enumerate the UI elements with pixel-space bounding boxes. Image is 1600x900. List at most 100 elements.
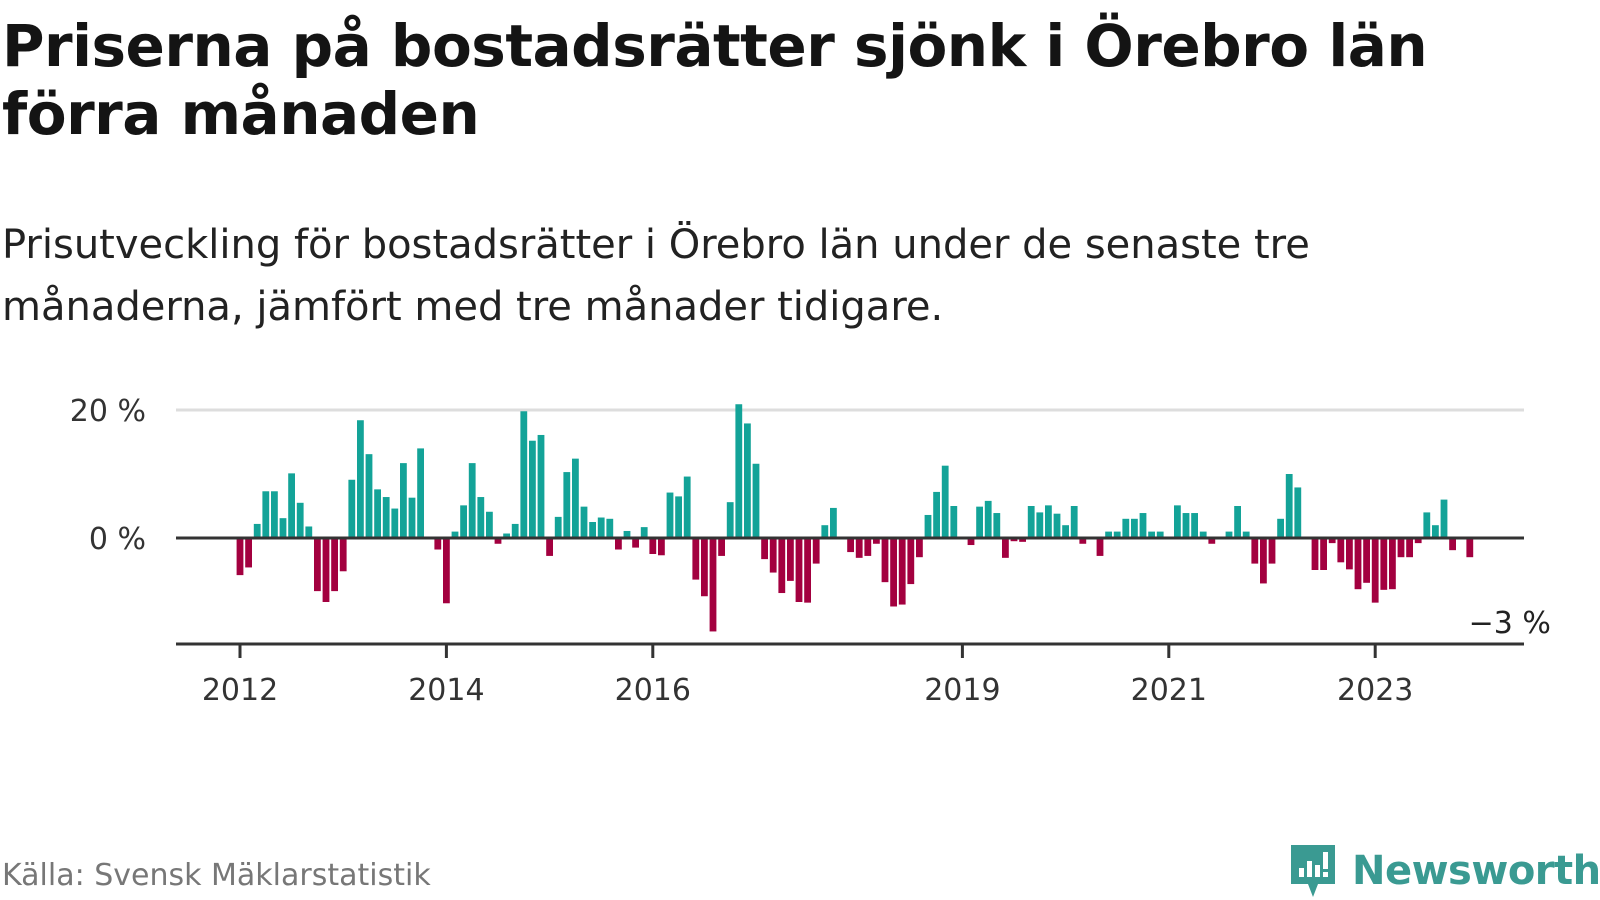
bar [1131,518,1138,538]
x-tick-label: 2016 [615,673,691,708]
bar [1406,538,1413,558]
bar [606,518,614,538]
bar [245,538,252,568]
bar [778,538,786,594]
bar [1174,505,1181,538]
bar [400,463,407,538]
bar [1397,538,1405,558]
bar [1380,538,1388,590]
bar [1225,531,1233,538]
bar [1328,538,1336,544]
bar [1199,531,1207,538]
bar [993,513,1001,538]
x-tick-label: 2023 [1337,673,1413,708]
bars [236,404,1474,632]
y-tick-label: 20 % [70,394,146,429]
bar [709,538,717,632]
bar [511,523,519,538]
bar [1251,538,1259,564]
brand-logo: Newsworthy [1288,842,1600,900]
bar [1277,518,1284,538]
bar [494,538,502,544]
bar [1122,518,1130,538]
bar [1285,474,1293,538]
bar [365,454,373,538]
bar [520,411,528,538]
bar [649,538,657,554]
brand-name: Newsworthy [1352,848,1600,894]
bar [1182,513,1190,538]
bar [1070,506,1078,538]
bar [950,506,958,538]
bar [1268,538,1276,564]
bar [348,479,356,538]
bar [546,538,553,556]
bar [744,423,751,538]
bar [701,538,708,597]
bar [890,538,897,607]
bar-chart: 0 % 20 % 2012 2014 2016 2019 2021 2023 −3 % [70,394,1551,708]
bar [967,538,975,546]
bar [752,463,760,538]
bar [804,538,811,603]
bar [1036,512,1044,538]
bar [1148,531,1155,538]
bar [1002,538,1009,558]
bar [391,508,399,538]
bar [305,526,313,538]
bar [1260,538,1267,584]
bar [873,538,880,544]
bar [941,465,949,538]
labels: 0 % 20 % 2012 2014 2016 2019 2021 2023 −3 % [70,394,1551,708]
bar [1027,506,1035,538]
last-value-label: −3 % [1469,606,1551,641]
bar [288,473,295,538]
bar [434,538,442,550]
bar [460,505,467,538]
bar [812,538,820,564]
bar [296,502,304,538]
bar [1354,538,1362,590]
x-tick-label: 2019 [924,673,1000,708]
bar [322,538,330,602]
bar [795,538,803,602]
bar [1010,538,1018,542]
bar [408,497,416,538]
bar [855,538,863,558]
bar [1371,538,1379,603]
bar [1079,538,1087,544]
axes [176,536,1524,658]
bar [1423,512,1431,538]
source-note: Källa: Svensk Mäklarstatistik [2,858,431,893]
bar [898,538,906,605]
bar [1440,499,1448,538]
bar [1019,538,1026,542]
bar [933,491,940,538]
bar [236,538,244,576]
bar [529,440,536,538]
bar [1432,525,1439,538]
bar [683,476,691,538]
newsworthy-logo-icon [1291,845,1335,897]
bar [1311,538,1319,570]
bar [1337,538,1345,563]
bar [417,448,424,538]
bar [443,538,450,604]
bar [761,538,768,560]
bar [1414,538,1422,544]
bar [537,434,545,538]
bar [640,527,648,538]
bar [666,492,674,538]
bar [692,538,700,580]
bar [718,538,725,556]
bar [924,514,932,538]
bar [1191,513,1198,538]
bar [382,497,390,538]
bar [1139,513,1147,538]
bar [486,511,493,538]
bar [615,538,622,550]
bar [735,404,743,538]
bar [1234,506,1241,538]
bar [976,506,983,538]
bar [374,489,381,538]
